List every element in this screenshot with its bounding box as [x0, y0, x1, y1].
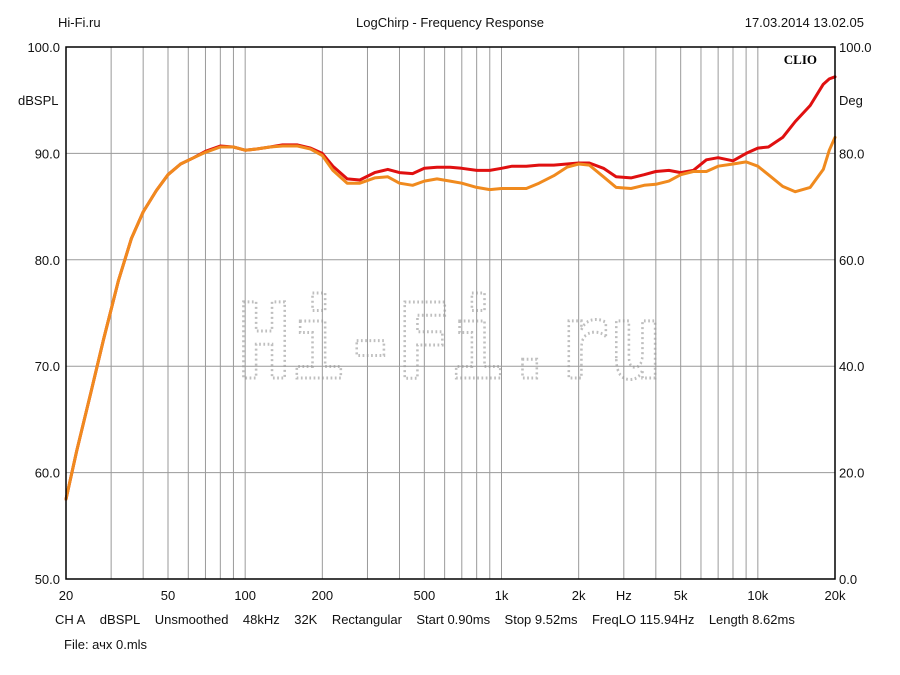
y-tick-label-left: 60.0	[35, 466, 60, 481]
x-tick-label: 10k	[747, 588, 768, 603]
y-tick-label-left: 80.0	[35, 253, 60, 268]
x-tick-label: 20k	[825, 588, 846, 603]
x-tick-label: 20	[59, 588, 73, 603]
y-tick-label-right: 60.0	[839, 253, 864, 268]
x-tick-label: 500	[413, 588, 435, 603]
timestamp: 17.03.2014 13.02.05	[744, 15, 864, 30]
watermark-hifi-logo: Hi-Fi.ru	[236, 280, 664, 405]
y-tick-label-left: 90.0	[35, 146, 60, 161]
measurement-settings: CH A dBSPL Unsmoothed 48kHz 32K Rectangu…	[55, 612, 795, 627]
setting-smoothing: Unsmoothed	[154, 612, 229, 627]
setting-stop: Stop 9.52ms	[504, 612, 578, 627]
series-line-orange	[64, 135, 837, 501]
setting-window: Rectangular	[331, 612, 402, 627]
setting-start: Start 0.90ms	[416, 612, 491, 627]
setting-length: Length 8.62ms	[708, 612, 795, 627]
setting-channel: CH A	[55, 612, 86, 627]
y-tick-label-right: 40.0	[839, 359, 864, 374]
setting-fft-size: 32K	[294, 612, 318, 627]
x-tick-label: 200	[311, 588, 333, 603]
plot-frame	[65, 46, 836, 580]
chart-title: LogChirp - Frequency Response	[356, 15, 544, 30]
y-tick-label-right: 100.0	[839, 40, 872, 55]
y-tick-label-left: 100.0	[27, 40, 60, 55]
y-tick-label-right: 20.0	[839, 466, 864, 481]
x-tick-label: 5k	[674, 588, 688, 603]
y-axis-label-left: dBSPL	[18, 93, 58, 108]
x-tick-label: 2k	[572, 588, 586, 603]
y-tick-label-left: 70.0	[35, 359, 60, 374]
x-axis-label: Hz	[616, 588, 632, 603]
file-name: File: ачх 0.mls	[64, 637, 148, 652]
setting-sample-rate: 48kHz	[242, 612, 280, 627]
y-tick-label-left: 50.0	[35, 572, 60, 587]
x-tick-label: 1k	[495, 588, 509, 603]
y-axis-label-right: Deg	[839, 93, 863, 108]
y-tick-label-right: 0.0	[839, 572, 857, 587]
watermark-text: Hi-Fi.ru	[238, 281, 663, 403]
header-left: Hi-Fi.ru	[58, 15, 101, 30]
setting-unit: dBSPL	[99, 612, 141, 627]
series-layer	[64, 75, 837, 501]
setting-freq-lo: FreqLO 115.94Hz	[591, 612, 695, 627]
axis-labels: 50.0 60.0 70.0 80.0 90.0 100.0 0.0 20.0 40.0 60.0…	[18, 40, 872, 603]
x-tick-label: 50	[161, 588, 175, 603]
clio-logo: CLIO	[784, 52, 817, 67]
x-tick-label: 100	[234, 588, 256, 603]
y-tick-label-right: 80.0	[839, 146, 864, 161]
